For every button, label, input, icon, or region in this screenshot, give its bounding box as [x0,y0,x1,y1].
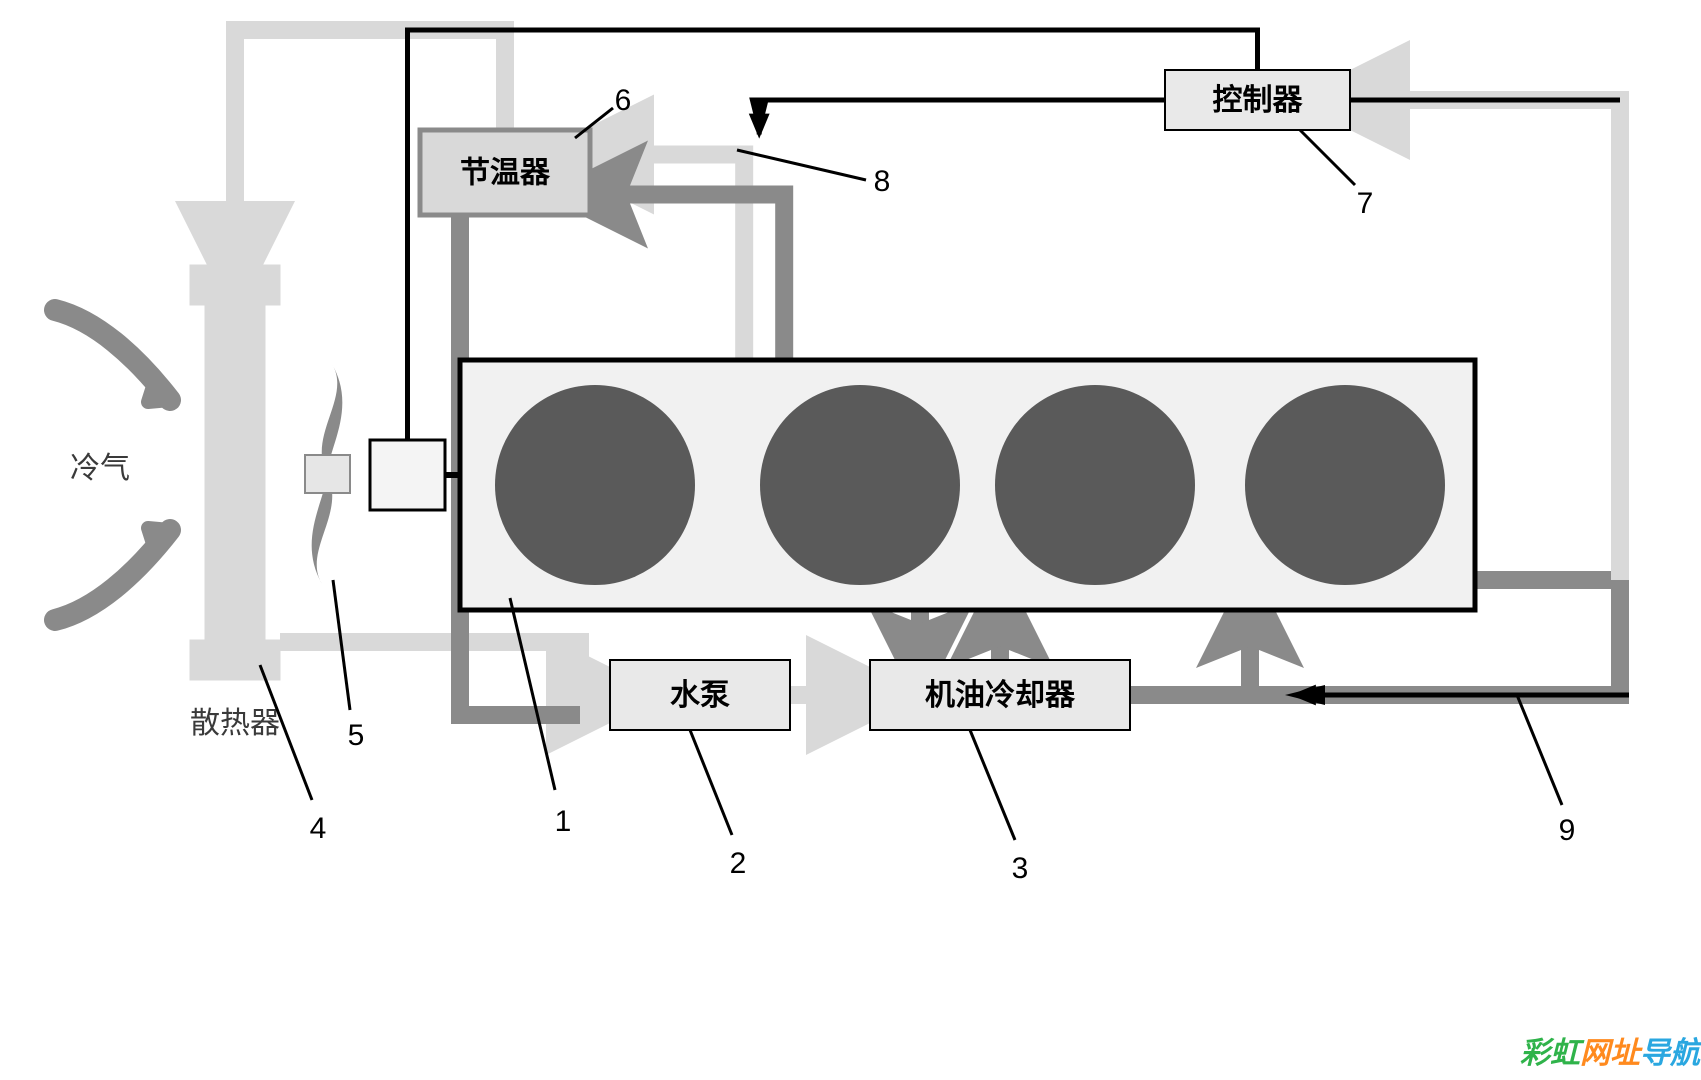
callout-5: 5 [348,719,365,752]
cold-air-label: 冷气 [70,452,130,485]
callout-2: 2 [730,847,747,880]
water-pump-label: 水泵 [670,679,730,712]
oil-cooler-label: 机油冷却器 [925,679,1076,712]
watermark-text: 彩虹网址导航 [1520,1036,1701,1070]
cooling-system-diagram: 散热器 节温器 控制器 水泵 机油冷却器 冷气 1 2 3 4 5 6 7 8 9 彩虹网址导航 [0,0,1701,1080]
oil-cooler-box: 机油冷却器 [870,660,1130,730]
thermostat-label: 节温器 [460,156,551,189]
thermostat-box: 节温器 [420,130,590,215]
callout-9: 9 [1559,814,1576,847]
callout-8: 8 [874,165,891,198]
callout-7: 7 [1357,187,1374,220]
water-pump-box: 水泵 [610,660,790,730]
radiator: 散热器 [190,265,280,740]
engine-block [460,360,1475,610]
fan-hub-box [305,455,350,493]
callout-3: 3 [1012,852,1029,885]
radiator-label: 散热器 [190,707,280,740]
callout-6: 6 [615,84,632,117]
callout-4: 4 [310,812,327,845]
fan-drive-box [370,440,445,510]
callout-1: 1 [555,805,572,838]
controller-label: 控制器 [1213,84,1304,117]
controller-box: 控制器 [1165,70,1350,130]
